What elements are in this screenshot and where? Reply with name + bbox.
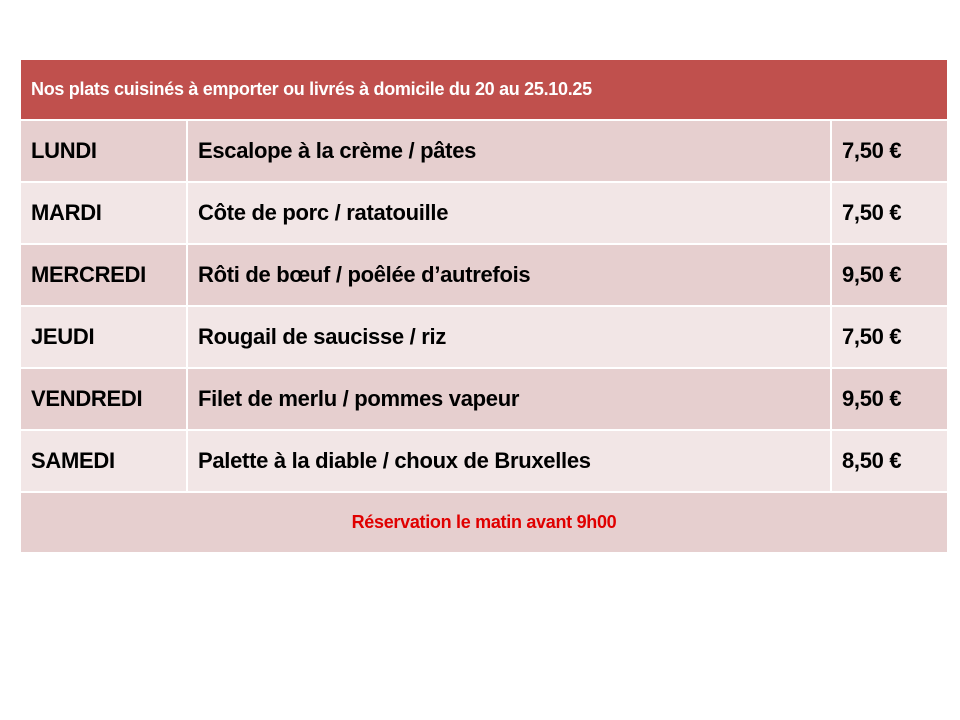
menu-title: Nos plats cuisinés à emporter ou livrés …	[19, 58, 949, 121]
price-cell: 9,50 €	[830, 243, 949, 307]
dish-cell: Filet de merlu / pommes vapeur	[186, 367, 832, 431]
day-cell: LUNDI	[19, 119, 188, 183]
table-row: VENDREDI Filet de merlu / pommes vapeur …	[19, 367, 949, 431]
dish-cell: Escalope à la crème / pâtes	[186, 119, 832, 183]
price-cell: 9,50 €	[830, 367, 949, 431]
reservation-note: Réservation le matin avant 9h00	[19, 491, 949, 554]
menu-footer-row: Réservation le matin avant 9h00	[19, 491, 949, 554]
price-cell: 8,50 €	[830, 429, 949, 493]
table-row: MARDI Côte de porc / ratatouille 7,50 €	[19, 181, 949, 245]
day-cell: MARDI	[19, 181, 188, 245]
day-cell: JEUDI	[19, 305, 188, 369]
price-cell: 7,50 €	[830, 181, 949, 245]
dish-cell: Rougail de saucisse / riz	[186, 305, 832, 369]
table-row: LUNDI Escalope à la crème / pâtes 7,50 €	[19, 119, 949, 183]
price-cell: 7,50 €	[830, 119, 949, 183]
table-row: SAMEDI Palette à la diable / choux de Br…	[19, 429, 949, 493]
day-cell: MERCREDI	[19, 243, 188, 307]
price-cell: 7,50 €	[830, 305, 949, 369]
table-row: JEUDI Rougail de saucisse / riz 7,50 €	[19, 305, 949, 369]
dish-cell: Palette à la diable / choux de Bruxelles	[186, 429, 832, 493]
day-cell: VENDREDI	[19, 367, 188, 431]
day-cell: SAMEDI	[19, 429, 188, 493]
menu-header-row: Nos plats cuisinés à emporter ou livrés …	[19, 58, 949, 121]
dish-cell: Côte de porc / ratatouille	[186, 181, 832, 245]
table-row: MERCREDI Rôti de bœuf / poêlée d’autrefo…	[19, 243, 949, 307]
dish-cell: Rôti de bœuf / poêlée d’autrefois	[186, 243, 832, 307]
menu-table: Nos plats cuisinés à emporter ou livrés …	[19, 58, 949, 554]
